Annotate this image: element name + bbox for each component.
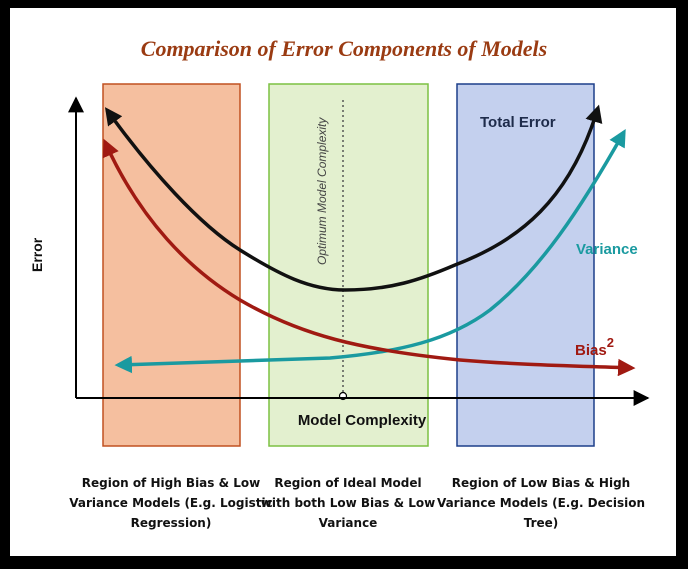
region-low-bias-caption: Region of Low Bias & High Variance Model…: [436, 473, 646, 533]
region-high-bias-box: [102, 83, 241, 447]
caption-line: Region of Ideal Model: [274, 476, 422, 490]
total-error-curve: [104, 104, 603, 292]
caption-line: Regression): [130, 516, 212, 530]
region-ideal-caption: Region of Ideal Model with both Low Bias…: [250, 473, 446, 533]
region-high-bias-caption: Region of High Bias & Low Variance Model…: [66, 473, 276, 533]
x-axis-label: Model Complexity: [298, 412, 427, 429]
region-ideal-box: [268, 83, 429, 447]
caption-line: Variance: [318, 516, 378, 530]
total-error-label: Total Error: [480, 114, 556, 131]
bias-label-superscript: 2: [607, 335, 614, 350]
diagram-title: Comparison of Error Components of Models: [140, 36, 548, 61]
region-low-bias-box: [456, 83, 595, 447]
variance-label: Variance: [576, 241, 638, 258]
caption-line: Variance Models (E.g. Decision: [436, 496, 646, 510]
bias-label-text: Bias: [575, 342, 607, 359]
bias-label: Bias2: [575, 335, 614, 359]
caption-line: Region of Low Bias & High: [451, 476, 631, 490]
caption-line: with both Low Bias & Low: [260, 496, 436, 510]
bias-curve: [102, 138, 636, 377]
caption-line: Region of High Bias & Low: [81, 476, 261, 490]
y-axis-label: Error: [29, 237, 45, 272]
optimum-label: Optimum Model Complexity: [315, 117, 329, 265]
caption-line: Variance Models (E.g. Logistic: [69, 496, 273, 510]
caption-line: Tree): [523, 516, 559, 530]
